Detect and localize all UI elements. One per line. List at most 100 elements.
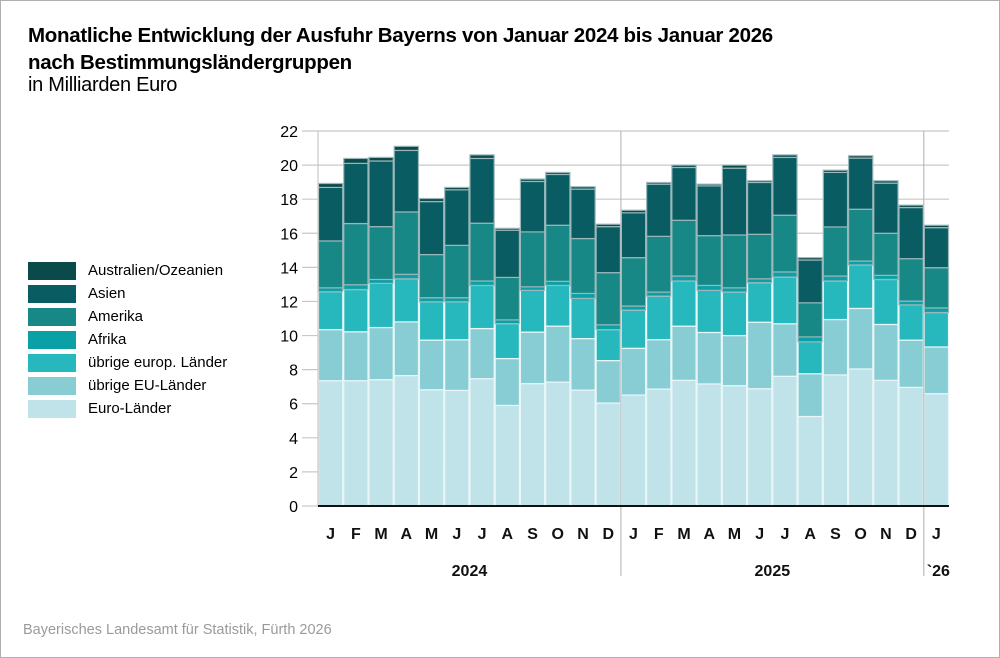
bar-segment xyxy=(570,389,596,507)
bar-segment xyxy=(898,206,924,260)
bar-segment xyxy=(873,323,899,381)
bar-segment xyxy=(595,324,621,331)
source-note: Bayerisches Landesamt für Statistik, Für… xyxy=(23,622,332,638)
bar-segment xyxy=(469,157,495,224)
bar-segment xyxy=(469,284,495,330)
bar-segment xyxy=(696,284,722,291)
bar-segment xyxy=(343,157,369,164)
chart-title-line1: Monatliche Entwicklung der Ausfuhr Bayer… xyxy=(28,24,773,47)
chart-subtitle: in Milliarden Euro xyxy=(28,74,178,96)
bar-segment xyxy=(418,339,445,391)
legend-swatch xyxy=(28,377,76,395)
y-tick-label: 18 xyxy=(280,192,298,209)
year-label: 2024 xyxy=(452,563,488,580)
bar-segment xyxy=(721,164,748,169)
x-tick-label: N xyxy=(577,526,589,543)
bar-segment xyxy=(545,325,571,383)
bar-segment xyxy=(620,347,647,396)
bar-segment xyxy=(545,284,571,327)
bar-segment xyxy=(721,287,748,293)
year-label: `26 xyxy=(927,563,950,580)
legend-swatch xyxy=(28,400,76,418)
y-tick-label: 8 xyxy=(289,363,298,380)
bar-segment xyxy=(721,234,748,289)
bar-segment xyxy=(368,160,394,228)
bar-segment xyxy=(746,321,773,390)
x-tick-label: D xyxy=(602,526,614,543)
bar-segment xyxy=(696,185,722,237)
bar-segment xyxy=(444,186,470,191)
bar-segment xyxy=(898,339,924,388)
bar-segment xyxy=(646,388,672,507)
bar-segment xyxy=(822,374,849,507)
legend-label: Asien xyxy=(88,285,126,302)
bar-segment xyxy=(494,229,521,279)
y-tick-label: 6 xyxy=(289,397,298,414)
bar-segment xyxy=(822,318,849,376)
bar-segment xyxy=(797,259,823,304)
bar-segment xyxy=(519,383,546,507)
bar-segment xyxy=(418,297,445,303)
x-tick-label: O xyxy=(552,526,564,543)
bar-segment xyxy=(519,231,546,288)
bar-segment xyxy=(847,307,874,370)
y-tick-label: 4 xyxy=(289,431,298,448)
bar-segment xyxy=(393,321,420,377)
bar-segment xyxy=(746,282,773,323)
bar-segment xyxy=(696,183,722,187)
bar-segment xyxy=(317,291,344,331)
bar-segment xyxy=(393,278,420,323)
x-tick-label: S xyxy=(830,526,841,543)
x-tick-label: M xyxy=(728,526,741,543)
bar-segment xyxy=(822,275,849,282)
bar-segment xyxy=(923,393,950,507)
x-tick-label: A xyxy=(703,526,715,543)
legend-swatch xyxy=(28,262,76,280)
bar-segment xyxy=(368,282,394,329)
bar-segment xyxy=(494,276,521,321)
bar-segment xyxy=(721,291,748,337)
bar-segment xyxy=(343,222,369,286)
bar-segment xyxy=(923,346,950,395)
bar-segment xyxy=(393,375,420,507)
bar-segment xyxy=(847,208,874,262)
bar-segment xyxy=(317,240,344,289)
chart-title-line2: nach Bestimmungsländergruppen xyxy=(28,51,352,74)
bar-segment xyxy=(646,291,672,297)
bar-segment xyxy=(721,167,748,236)
bar-segment xyxy=(721,334,748,387)
x-tick-label: J xyxy=(326,526,335,543)
legend-label: Afrika xyxy=(88,331,127,348)
bar-segment xyxy=(418,197,445,203)
bar-segment xyxy=(519,178,546,183)
bar-segment xyxy=(545,173,571,226)
bar-segment xyxy=(494,404,521,507)
bar-segment xyxy=(620,257,647,307)
bar-segment xyxy=(847,155,874,159)
bar-segment xyxy=(570,186,596,190)
bar-segment xyxy=(620,305,647,311)
legend-label: Euro-Länder xyxy=(88,400,172,417)
bar-segment xyxy=(671,379,697,507)
y-tick-label: 16 xyxy=(280,226,298,243)
bar-segment xyxy=(671,219,697,277)
bar-segment xyxy=(393,149,420,213)
bar-segment xyxy=(368,226,394,281)
bar-segment xyxy=(822,169,849,174)
bar-segment xyxy=(873,274,899,281)
x-tick-label: J xyxy=(452,526,461,543)
bar-segment xyxy=(873,232,899,276)
bar-segment xyxy=(418,200,445,256)
bar-segment xyxy=(696,235,722,287)
legend-label: übrige europ. Länder xyxy=(88,354,228,371)
bar-segment xyxy=(393,211,420,275)
x-tick-label: J xyxy=(755,526,764,543)
x-tick-label: A xyxy=(502,526,514,543)
bar-segment xyxy=(444,189,470,246)
bar-segment xyxy=(873,180,899,184)
bar-segment xyxy=(772,323,798,377)
x-tick-label: M xyxy=(374,526,387,543)
bar-segment xyxy=(317,186,344,242)
bar-segment xyxy=(772,154,798,159)
bar-segment xyxy=(469,327,495,380)
